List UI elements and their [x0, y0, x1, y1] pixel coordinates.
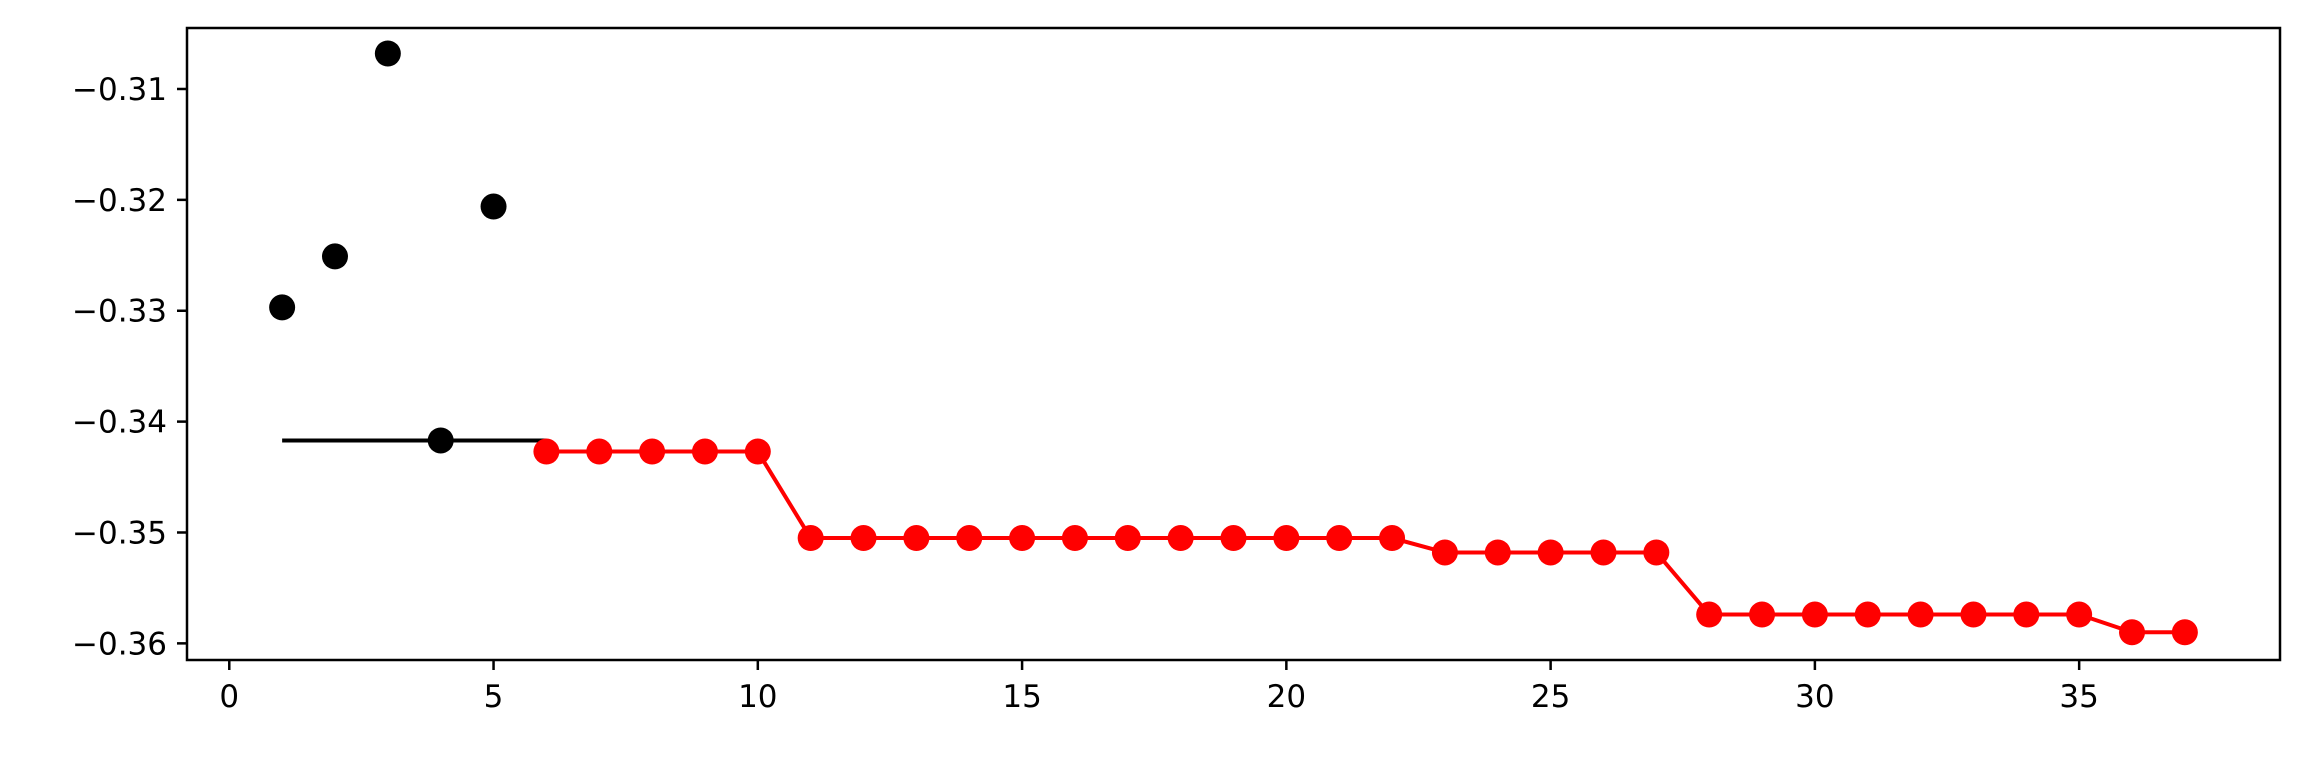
- series-2-point: [1696, 601, 1723, 628]
- y-tick-label: −0.35: [72, 515, 167, 551]
- y-tick-label: −0.32: [72, 183, 167, 219]
- series-2-point: [744, 438, 771, 465]
- x-tick-label: 30: [1795, 679, 1834, 715]
- series-2-point: [1907, 601, 1934, 628]
- y-tick-label: −0.34: [72, 405, 167, 441]
- plot-area: [269, 40, 2198, 646]
- y-tick-label: −0.36: [72, 626, 167, 662]
- x-tick-label: 5: [484, 679, 504, 715]
- series-2-point: [1273, 525, 1300, 552]
- series-2-point: [1114, 525, 1141, 552]
- x-tick-label: 15: [1002, 679, 1041, 715]
- series-2-point: [1220, 525, 1247, 552]
- series-2-point: [1801, 601, 1828, 628]
- series-2-point: [1326, 525, 1353, 552]
- series-2-point: [1643, 539, 1670, 566]
- x-tick-label: 10: [738, 679, 777, 715]
- axes: 0 5 10 15 20 25 30 35 −0.31 −0.32 −0.33 −0.34 −0.35 −…: [72, 26, 2282, 715]
- series-2-point: [691, 438, 718, 465]
- series-2-point: [1484, 539, 1511, 566]
- series-2-point: [2171, 619, 2198, 646]
- x-tick-label: 25: [1531, 679, 1570, 715]
- series-2-point: [1061, 525, 1088, 552]
- y-tick-label: −0.31: [72, 72, 167, 108]
- series-2-point: [586, 438, 613, 465]
- series-2-point: [1854, 601, 1881, 628]
- axes-frame: [185, 26, 2282, 662]
- series-2-point: [1431, 539, 1458, 566]
- series-2-point: [2013, 601, 2040, 628]
- series-2-point: [1009, 525, 1036, 552]
- series-2-point: [2119, 619, 2146, 646]
- series-2-point: [533, 438, 560, 465]
- series-2-point: [1590, 539, 1617, 566]
- series-2-point: [1537, 539, 1564, 566]
- series-0-point: [374, 40, 401, 67]
- series-2-point: [1960, 601, 1987, 628]
- series-2-point: [1749, 601, 1776, 628]
- series-0-point: [321, 243, 348, 270]
- series-2-point: [639, 438, 666, 465]
- x-tick-label: 0: [219, 679, 239, 715]
- x-tick-label: 20: [1267, 679, 1306, 715]
- series-0-point: [480, 193, 507, 220]
- series-2-point: [903, 525, 930, 552]
- series-2-point: [2066, 601, 2093, 628]
- series-0-point: [427, 427, 454, 454]
- y-tick-label: −0.33: [72, 294, 167, 330]
- series-2-point: [956, 525, 983, 552]
- series-2-point: [797, 525, 824, 552]
- series-2-point: [1167, 525, 1194, 552]
- series-2-point: [850, 525, 877, 552]
- series-2-point: [1379, 525, 1406, 552]
- x-tick-label: 35: [2059, 679, 2098, 715]
- series-0-point: [269, 294, 296, 321]
